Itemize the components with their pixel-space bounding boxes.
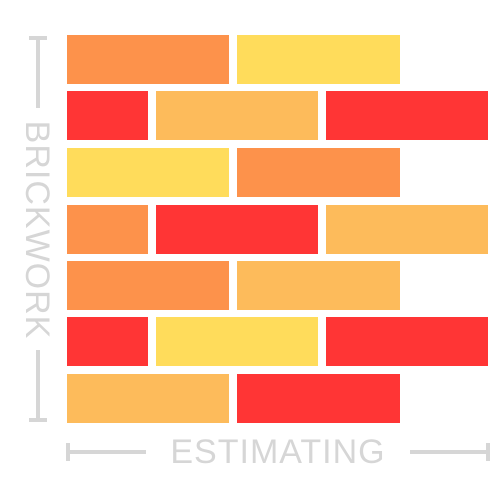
brick: [67, 35, 229, 84]
estimating-label: ESTIMATING: [170, 433, 386, 471]
brick: [237, 148, 400, 197]
brick: [326, 317, 488, 366]
brick: [237, 374, 400, 423]
brickwork-label: BRICKWORK: [18, 120, 56, 340]
brick: [67, 374, 229, 423]
brick: [237, 35, 400, 84]
brick: [156, 317, 318, 366]
brick: [67, 317, 148, 366]
brick: [237, 261, 400, 310]
brick: [156, 91, 318, 140]
brick: [67, 205, 148, 254]
brick: [326, 91, 488, 140]
brick: [156, 205, 318, 254]
brick: [67, 148, 229, 197]
brick: [67, 261, 229, 310]
brick: [67, 91, 148, 140]
brick: [326, 205, 488, 254]
